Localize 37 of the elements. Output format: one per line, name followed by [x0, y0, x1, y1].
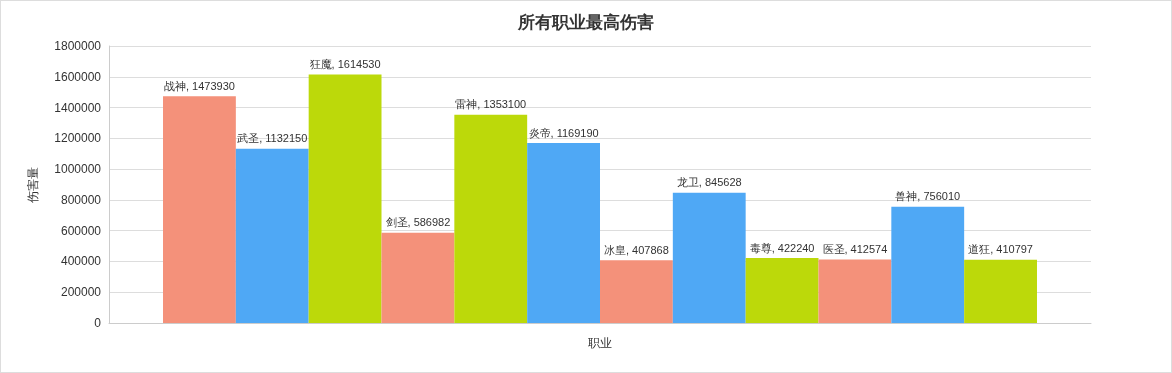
data-label: 道狂, 410797 — [968, 243, 1033, 256]
bar — [672, 192, 746, 323]
data-label: 兽神, 756010 — [895, 190, 961, 203]
bar — [891, 206, 965, 323]
data-label: 冰皇, 407868 — [604, 243, 669, 256]
data-label: 狂魔, 1614530 — [309, 58, 381, 71]
data-label: 武圣, 1132150 — [237, 132, 308, 145]
data-label: 医圣, 412574 — [822, 243, 888, 256]
x-axis-title: 职业 — [588, 336, 612, 350]
bar — [964, 259, 1037, 323]
bar — [163, 96, 236, 323]
y-tick-label: 0 — [94, 316, 102, 330]
data-label: 毒尊, 422240 — [749, 241, 815, 254]
bar — [235, 148, 309, 323]
y-tick-label: 1400000 — [54, 100, 102, 115]
bar — [454, 114, 528, 323]
y-tick-label: 1000000 — [54, 162, 102, 177]
y-tick-label: 400000 — [60, 254, 102, 269]
data-label: 炎帝, 1169190 — [528, 126, 599, 139]
y-axis-title: 伤害量 — [26, 166, 40, 203]
y-tick-label: 1800000 — [54, 39, 102, 53]
bar — [308, 74, 382, 323]
bar — [381, 232, 455, 323]
data-label: 龙卫, 845628 — [676, 176, 742, 189]
data-label: 战神, 1473930 — [163, 79, 235, 92]
bar — [745, 258, 819, 323]
bar — [818, 259, 892, 323]
data-label: 剑圣, 586982 — [385, 216, 451, 229]
y-tick-label: 800000 — [60, 192, 102, 207]
chart-title: 所有职业最高伤害 — [517, 13, 654, 32]
bar — [600, 260, 673, 323]
y-tick-label: 1200000 — [54, 131, 102, 146]
y-tick-label: 200000 — [60, 285, 102, 300]
data-label: 雷神, 1353100 — [455, 98, 527, 111]
y-tick-label: 600000 — [60, 223, 102, 238]
y-tick-label: 1600000 — [54, 69, 102, 84]
bar — [527, 143, 600, 323]
